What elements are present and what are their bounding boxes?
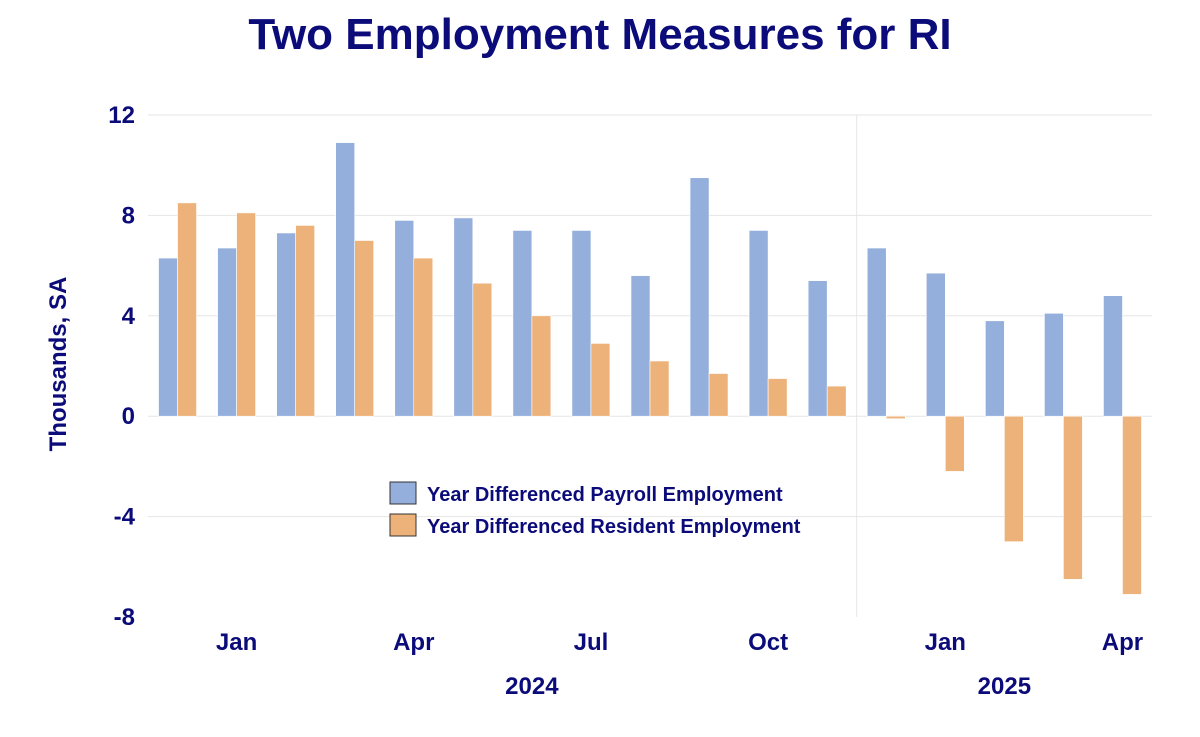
payroll-bar — [807, 280, 828, 417]
chart-title: Two Employment Measures for RI — [248, 10, 952, 59]
resident-bar — [531, 315, 552, 417]
year-label: 2025 — [978, 673, 1031, 700]
payroll-bar — [512, 230, 533, 417]
y-tick-label: 0 — [122, 403, 135, 430]
resident-bar — [885, 415, 906, 420]
payroll-bar — [925, 272, 946, 417]
resident-bar — [590, 343, 611, 417]
payroll-bar — [276, 232, 296, 417]
payroll-bar — [748, 230, 769, 417]
payroll-bar — [394, 220, 415, 417]
year-label: 2024 — [505, 673, 559, 700]
payroll-bar — [217, 247, 237, 417]
resident-bar — [472, 282, 493, 417]
payroll-bar — [335, 142, 356, 417]
resident-bar — [1063, 415, 1083, 580]
legend-label-payroll: Year Differenced Payroll Employment — [427, 484, 783, 506]
payroll-bar — [453, 217, 474, 417]
x-tick-label: Jan — [925, 629, 966, 656]
x-tick-label: Jul — [574, 629, 609, 656]
resident-bar — [236, 212, 256, 417]
resident-bar — [649, 360, 670, 417]
resident-bar — [1004, 415, 1024, 543]
x-tick-label: Jan — [216, 629, 257, 656]
resident-bar — [826, 385, 847, 417]
x-tick-label: Oct — [748, 629, 788, 656]
y-axis-label: Thousands, SA — [45, 277, 72, 452]
resident-bar — [767, 378, 788, 417]
payroll-bar — [571, 230, 592, 417]
y-tick-label: -8 — [114, 604, 135, 631]
y-tick-label: -4 — [114, 504, 136, 531]
legend-swatch-payroll — [389, 481, 417, 505]
payroll-bar — [866, 247, 887, 417]
resident-bar — [413, 257, 434, 417]
legend-label-resident: Year Differenced Resident Employment — [427, 516, 801, 538]
y-tick-label: 12 — [108, 102, 135, 129]
resident-bar — [295, 225, 315, 417]
x-tick-label: Apr — [393, 629, 434, 656]
y-tick-label: 8 — [122, 202, 135, 229]
payroll-bar — [630, 275, 651, 417]
y-tick-label: 4 — [122, 303, 136, 330]
payroll-bar — [689, 177, 710, 417]
payroll-bar — [985, 320, 1005, 417]
resident-bar — [177, 202, 197, 417]
payroll-bar — [158, 257, 178, 417]
resident-bar — [354, 240, 375, 417]
resident-bar — [944, 415, 965, 472]
payroll-bar — [1044, 312, 1064, 417]
resident-bar — [708, 373, 729, 417]
x-tick-label: Apr — [1102, 629, 1143, 656]
legend-swatch-resident — [389, 513, 417, 537]
payroll-bar — [1103, 295, 1123, 417]
resident-bar — [1122, 415, 1142, 595]
